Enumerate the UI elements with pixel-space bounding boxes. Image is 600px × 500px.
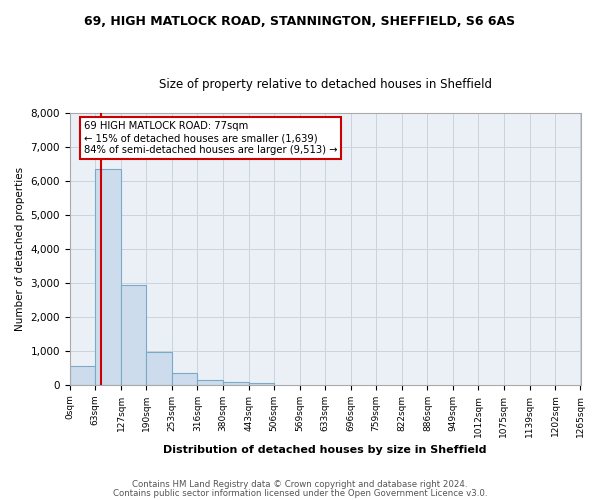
Text: 69 HIGH MATLOCK ROAD: 77sqm
← 15% of detached houses are smaller (1,639)
84% of : 69 HIGH MATLOCK ROAD: 77sqm ← 15% of det… xyxy=(84,122,337,154)
Text: Contains HM Land Registry data © Crown copyright and database right 2024.: Contains HM Land Registry data © Crown c… xyxy=(132,480,468,489)
Bar xyxy=(223,382,248,385)
Bar xyxy=(70,366,95,385)
Bar xyxy=(146,352,172,385)
Title: Size of property relative to detached houses in Sheffield: Size of property relative to detached ho… xyxy=(158,78,491,91)
Bar xyxy=(95,169,121,385)
Text: Contains public sector information licensed under the Open Government Licence v3: Contains public sector information licen… xyxy=(113,489,487,498)
Y-axis label: Number of detached properties: Number of detached properties xyxy=(15,167,25,331)
Bar xyxy=(248,382,274,385)
X-axis label: Distribution of detached houses by size in Sheffield: Distribution of detached houses by size … xyxy=(163,445,487,455)
Text: 69, HIGH MATLOCK ROAD, STANNINGTON, SHEFFIELD, S6 6AS: 69, HIGH MATLOCK ROAD, STANNINGTON, SHEF… xyxy=(85,15,515,28)
Bar xyxy=(172,374,197,385)
Bar xyxy=(197,380,223,385)
Bar xyxy=(121,284,146,385)
